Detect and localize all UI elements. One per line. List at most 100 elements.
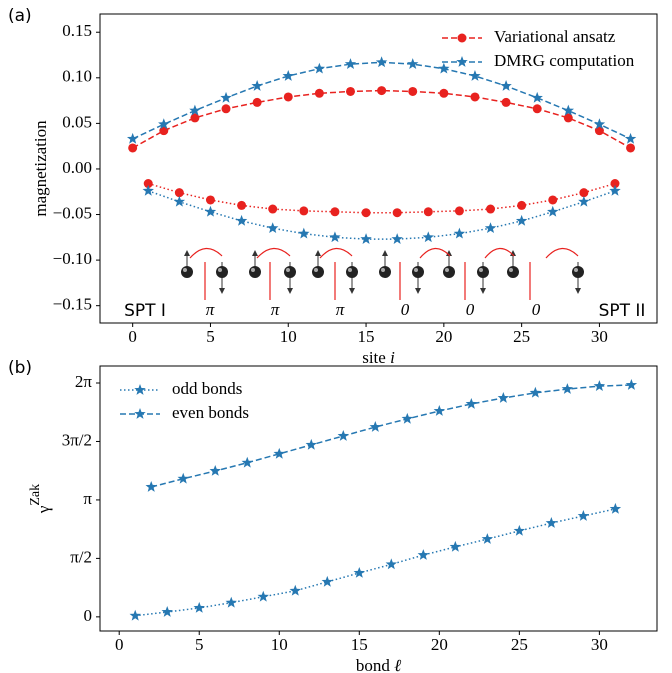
series-line <box>147 190 616 240</box>
spin-ball-shine <box>314 268 318 272</box>
spin-arrow-head <box>349 288 355 294</box>
y-axis-label: γZak <box>28 484 53 514</box>
marker <box>193 601 205 613</box>
marker <box>422 231 434 243</box>
marker <box>298 227 310 239</box>
series-line <box>135 508 616 617</box>
x-tick-label: 20 <box>431 635 448 654</box>
x-tick-label: 25 <box>511 635 528 654</box>
panel-label: (b) <box>8 358 32 378</box>
marker <box>417 549 430 560</box>
x-tick-label: 15 <box>351 635 368 654</box>
x-tick-label: 30 <box>591 327 608 346</box>
x-tick-label: 0 <box>115 635 124 654</box>
hop-arc <box>256 247 291 259</box>
spin-arrow-head <box>480 288 486 294</box>
legend-marker <box>134 408 146 419</box>
spin-ball-shine <box>479 268 483 272</box>
y-tick-label: 0.05 <box>62 112 92 131</box>
marker <box>513 524 526 536</box>
y-tick-label: 0.15 <box>62 21 92 40</box>
x-tick-label: 25 <box>513 327 530 346</box>
legend-marker <box>457 33 467 43</box>
marker <box>257 590 269 602</box>
legend-label: even bonds <box>172 403 249 422</box>
marker <box>562 104 575 116</box>
marker <box>594 126 604 136</box>
marker <box>609 502 622 514</box>
marker <box>330 207 340 217</box>
marker <box>501 97 511 107</box>
spin-ball-shine <box>251 268 255 272</box>
marker <box>433 405 446 416</box>
marker <box>610 179 620 189</box>
y-tick-label: π/2 <box>70 547 92 566</box>
series-line <box>148 182 616 214</box>
marker <box>625 378 638 390</box>
hop-arc <box>545 247 579 259</box>
x-axis-label: bond ℓ <box>356 656 401 673</box>
marker <box>465 397 478 409</box>
marker <box>377 86 387 96</box>
x-axis-label-text: site <box>362 348 390 367</box>
marker <box>189 104 201 116</box>
marker <box>486 204 496 214</box>
marker <box>369 421 382 432</box>
x-tick-label: 20 <box>435 327 452 346</box>
marker <box>391 233 403 244</box>
marker <box>401 412 414 424</box>
marker <box>517 200 527 210</box>
spin-arrow-head <box>510 250 516 256</box>
spin-ball-shine <box>286 268 290 272</box>
spin-ball-shine <box>381 268 385 272</box>
plot-frame <box>99 365 658 632</box>
marker <box>484 222 497 234</box>
marker <box>454 206 464 216</box>
marker <box>407 58 419 69</box>
x-tick-label: 10 <box>280 327 297 346</box>
marker <box>360 233 372 244</box>
marker <box>126 132 139 144</box>
marker <box>563 113 573 123</box>
marker <box>225 596 237 608</box>
spin-arrow-head <box>184 250 190 256</box>
spin-ball <box>181 266 193 278</box>
marker <box>624 132 637 144</box>
marker <box>145 480 157 492</box>
annotation: 0 <box>532 300 541 319</box>
marker <box>241 456 253 468</box>
marker <box>209 464 221 476</box>
marker <box>497 392 510 403</box>
marker <box>299 206 309 216</box>
marker <box>375 56 388 68</box>
marker <box>626 143 636 153</box>
legend-label: DMRG computation <box>494 51 635 70</box>
spin-ball <box>572 266 584 278</box>
hop-arc <box>189 247 223 259</box>
x-axis-label-text: bond <box>356 656 394 673</box>
marker <box>345 86 355 96</box>
marker <box>251 80 263 91</box>
x-tick-label: 10 <box>271 635 288 654</box>
y-tick-label: −0.05 <box>53 203 92 222</box>
y-tick-label: 0.00 <box>62 158 92 177</box>
marker <box>579 188 589 198</box>
marker <box>438 62 450 74</box>
y-axis-label-base: γ <box>34 505 53 514</box>
marker <box>361 208 371 218</box>
marker <box>142 184 154 196</box>
marker <box>469 69 481 81</box>
marker <box>593 380 606 391</box>
y-axis-label: magnetization <box>31 120 50 217</box>
marker <box>159 126 169 136</box>
marker <box>577 509 590 521</box>
marker <box>439 88 449 98</box>
spin-ball <box>284 266 296 278</box>
marker <box>548 195 558 205</box>
legend-label: Variational ansatz <box>494 27 616 46</box>
spin-ball <box>346 266 358 278</box>
spin-ball <box>249 266 261 278</box>
spin-diagram <box>181 247 584 300</box>
spin-arrow-head <box>315 250 321 256</box>
panel-label: (a) <box>8 6 32 26</box>
